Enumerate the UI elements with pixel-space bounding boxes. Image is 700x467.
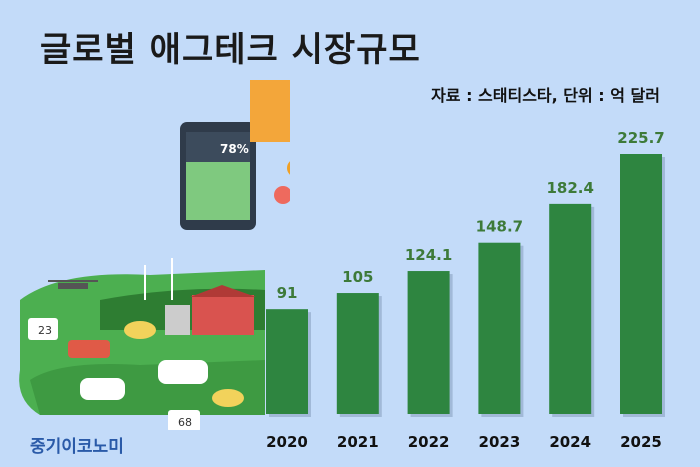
report-card-icon [250,80,290,142]
svg-text:23: 23 [38,324,52,337]
bar-2024 [549,203,592,414]
value-label: 124.1 [405,246,452,264]
x-tick-label: 2024 [549,433,591,451]
value-label: 148.7 [476,218,523,236]
publisher-logo: 중기이코노미 [30,437,124,457]
chart-title: 글로벌 애그테크 시장규모 [40,30,421,70]
bar-2020 [266,309,308,414]
wind-turbine-icon [144,258,173,300]
thermometer-sensor-icon: 23 [28,318,58,340]
bar-2023 [478,242,521,414]
x-tick-label: 2025 [620,433,662,451]
humidity-sensor-icon: 68 [168,410,200,430]
agtech-illustration: 78% 23 68 [19,80,290,430]
bar-2025 [620,154,662,414]
source-note: 자료 : 스태티스타, 단위 : 억 달러 [431,86,660,105]
svg-text:68: 68 [178,416,192,429]
x-tick-label: 2021 [337,433,379,451]
barn-icon [192,295,254,335]
bar-2021 [336,293,379,414]
x-tick-label: 2020 [266,433,308,451]
cow-icon [80,360,208,400]
value-label: 225.7 [617,129,664,147]
tablet-icon: 78% [180,122,256,230]
pest-icon [274,186,290,204]
value-label: 182.4 [546,179,593,197]
value-label: 105 [342,268,373,286]
value-label: 91 [277,284,298,302]
x-tick-label: 2022 [408,433,450,451]
tractor-icon [68,340,110,358]
water-drop-icon [287,161,290,175]
bar-2022 [407,271,450,414]
x-tick-label: 2023 [479,433,521,451]
tablet-reading: 78% [220,142,249,156]
drone-icon [48,280,98,289]
